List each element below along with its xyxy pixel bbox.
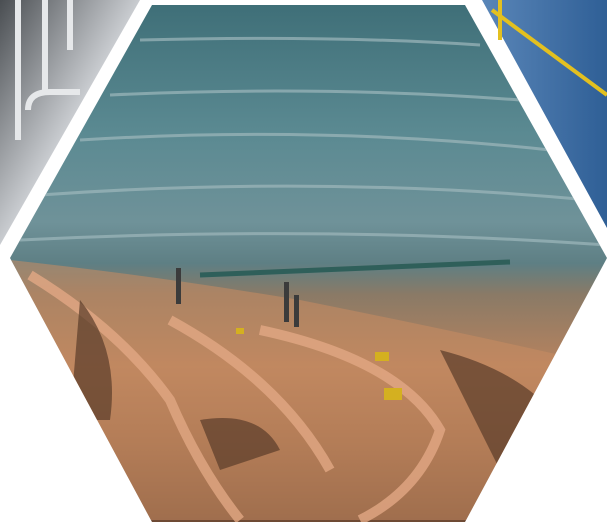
mine-detail bbox=[10, 36, 607, 522]
building-photo bbox=[482, 0, 607, 228]
crane bbox=[490, 0, 607, 97]
pipes-detail bbox=[15, 0, 80, 140]
pipes-photo bbox=[0, 0, 140, 245]
